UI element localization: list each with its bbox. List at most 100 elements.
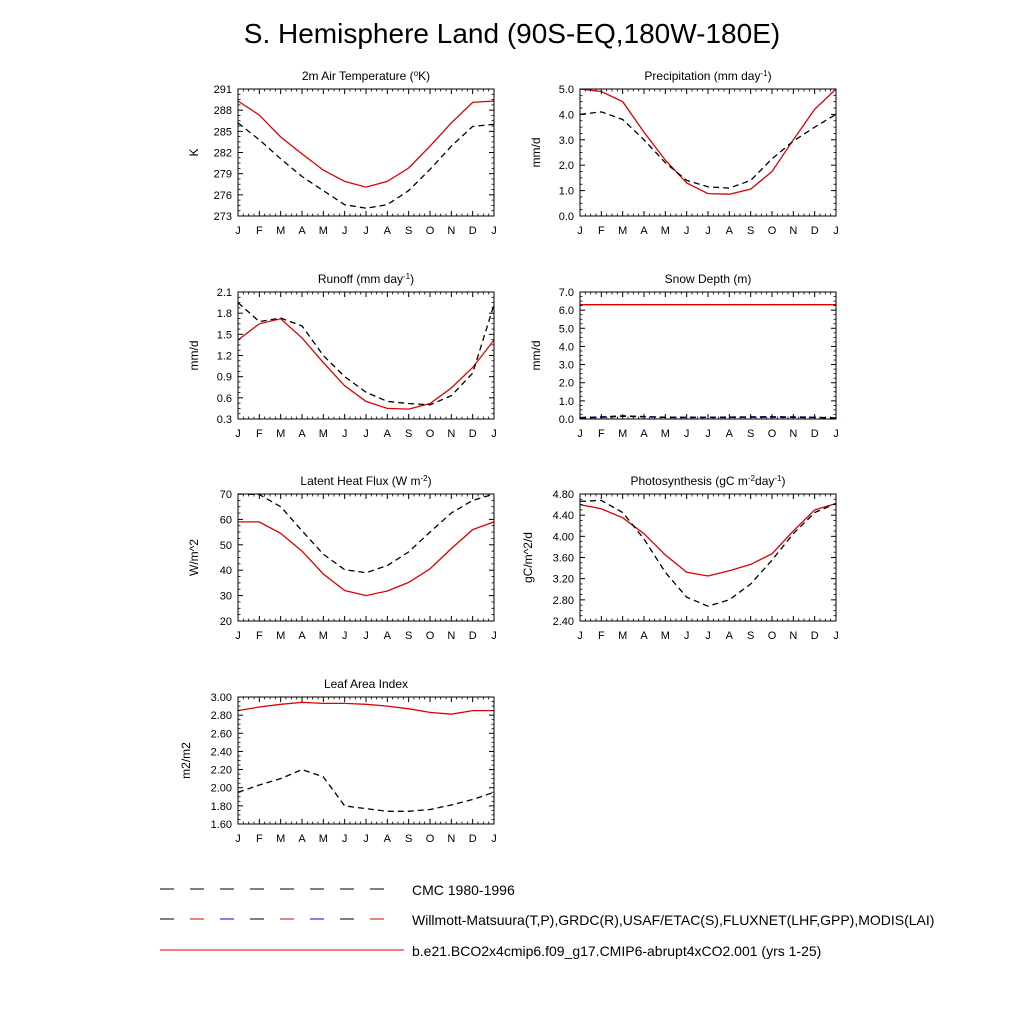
x-tick-label: M <box>319 833 328 845</box>
y-tick-label: 4.80 <box>553 489 574 501</box>
x-tick-label: D <box>469 630 477 642</box>
panel-title: Leaf Area Index <box>324 677 408 691</box>
series-line-obs <box>237 493 495 574</box>
x-tick-label: J <box>705 428 711 440</box>
panel-title: 2m Air Temperature (oK) <box>302 69 430 84</box>
x-tick-label: M <box>618 428 627 440</box>
x-tick-label: S <box>405 428 412 440</box>
x-tick-label: S <box>747 428 754 440</box>
x-tick-label: D <box>469 833 477 845</box>
x-tick-label: A <box>640 428 648 440</box>
x-tick-label: S <box>747 630 754 642</box>
y-tick-label: 1.0 <box>559 396 574 408</box>
x-tick-label: O <box>768 428 777 440</box>
x-tick-label: A <box>298 833 306 845</box>
y-tick-label: 5.0 <box>559 323 574 335</box>
y-tick-label: 1.80 <box>211 801 232 813</box>
x-tick-label: N <box>447 225 455 237</box>
y-axis-label: mm/d <box>187 341 201 371</box>
y-tick-label: 276 <box>214 190 232 202</box>
y-tick-label: 285 <box>214 126 232 138</box>
series-line-obs <box>579 499 837 607</box>
panel-title: Precipitation (mm day-1) <box>644 69 771 84</box>
panel-title: Photosynthesis (gC m-2day-1) <box>631 474 786 489</box>
panel-snow-depth: J F M A M J J A S O N D J0.01.02.03.04.05.06.07.0mm/… <box>529 272 839 440</box>
y-tick-label: 1.5 <box>217 329 232 341</box>
x-tick-label: J <box>363 225 369 237</box>
x-tick-label: D <box>811 225 819 237</box>
plot-frame <box>237 88 495 217</box>
x-tick-label: D <box>469 225 477 237</box>
x-tick-label: D <box>469 428 477 440</box>
x-tick-label: J <box>577 225 583 237</box>
y-tick-label: 3.00 <box>211 692 232 704</box>
y-tick-label: 2.0 <box>559 160 574 172</box>
y-tick-label: 1.8 <box>217 308 232 320</box>
x-tick-label: J <box>705 630 711 642</box>
panel-title: Snow Depth (m) <box>665 272 752 286</box>
x-tick-label: A <box>298 428 306 440</box>
x-tick-label: M <box>661 428 670 440</box>
x-tick-label: J <box>342 833 348 845</box>
x-tick-label: M <box>618 630 627 642</box>
x-tick-label: A <box>384 225 392 237</box>
legend-lines <box>160 888 404 951</box>
x-tick-label: M <box>276 630 285 642</box>
x-tick-label: J <box>342 225 348 237</box>
x-tick-label: M <box>319 225 328 237</box>
x-tick-label: A <box>298 225 306 237</box>
x-tick-label: A <box>298 630 306 642</box>
x-tick-label: J <box>684 630 690 642</box>
x-tick-label: J <box>491 833 497 845</box>
series-line-model <box>237 100 495 188</box>
plot-frame <box>237 291 495 420</box>
x-tick-label: J <box>833 225 839 237</box>
series-line-obs <box>237 302 495 406</box>
series-line-model <box>237 318 495 410</box>
y-tick-label: 3.0 <box>559 360 574 372</box>
x-tick-label: N <box>447 630 455 642</box>
y-axis-label: m2/m2 <box>179 742 193 779</box>
y-axis-label: gC/m^2/d <box>521 532 535 583</box>
x-tick-label: F <box>256 833 263 845</box>
y-tick-label: 279 <box>214 169 232 181</box>
y-axis-label: W/m^2 <box>187 539 201 576</box>
series-line-model <box>238 521 495 597</box>
y-axis-label: mm/d <box>529 341 543 371</box>
x-tick-label: J <box>491 428 497 440</box>
x-tick-label: A <box>726 428 734 440</box>
x-tick-label: A <box>640 630 648 642</box>
y-tick-label: 3.20 <box>553 574 574 586</box>
panel-photosynthesis: J F M A M J J A S O N D J2.402.803.203.604.004.404.8… <box>521 474 839 643</box>
y-tick-label: 2.20 <box>211 765 232 777</box>
x-tick-label: J <box>235 630 241 642</box>
x-tick-label: A <box>640 225 648 237</box>
y-tick-label: 40 <box>220 565 232 577</box>
x-tick-label: A <box>384 833 392 845</box>
series-line-obs <box>579 111 837 189</box>
y-tick-label: 4.40 <box>553 510 574 522</box>
figure-title: S. Hemisphere Land (90S-EQ,180W-180E) <box>243 18 781 49</box>
x-tick-label: M <box>276 428 285 440</box>
y-tick-label: 2.40 <box>211 746 232 758</box>
x-tick-label: N <box>789 225 797 237</box>
y-tick-label: 2.60 <box>211 728 232 740</box>
y-tick-label: 282 <box>214 148 232 160</box>
x-tick-label: O <box>426 630 435 642</box>
x-tick-label: J <box>342 630 348 642</box>
series-line-model <box>579 502 837 577</box>
y-tick-label: 30 <box>220 591 232 603</box>
panel-title: Runoff (mm day-1) <box>318 272 414 287</box>
x-tick-label: F <box>256 630 263 642</box>
x-tick-label: J <box>684 225 690 237</box>
plot-frame <box>237 696 495 825</box>
x-tick-label: S <box>747 225 754 237</box>
x-tick-label: D <box>811 428 819 440</box>
x-tick-label: M <box>319 428 328 440</box>
x-tick-label: F <box>598 225 605 237</box>
y-tick-label: 1.0 <box>559 186 574 198</box>
x-tick-label: O <box>426 225 435 237</box>
y-tick-label: 4.0 <box>559 341 574 353</box>
series-line-obs <box>237 122 495 209</box>
